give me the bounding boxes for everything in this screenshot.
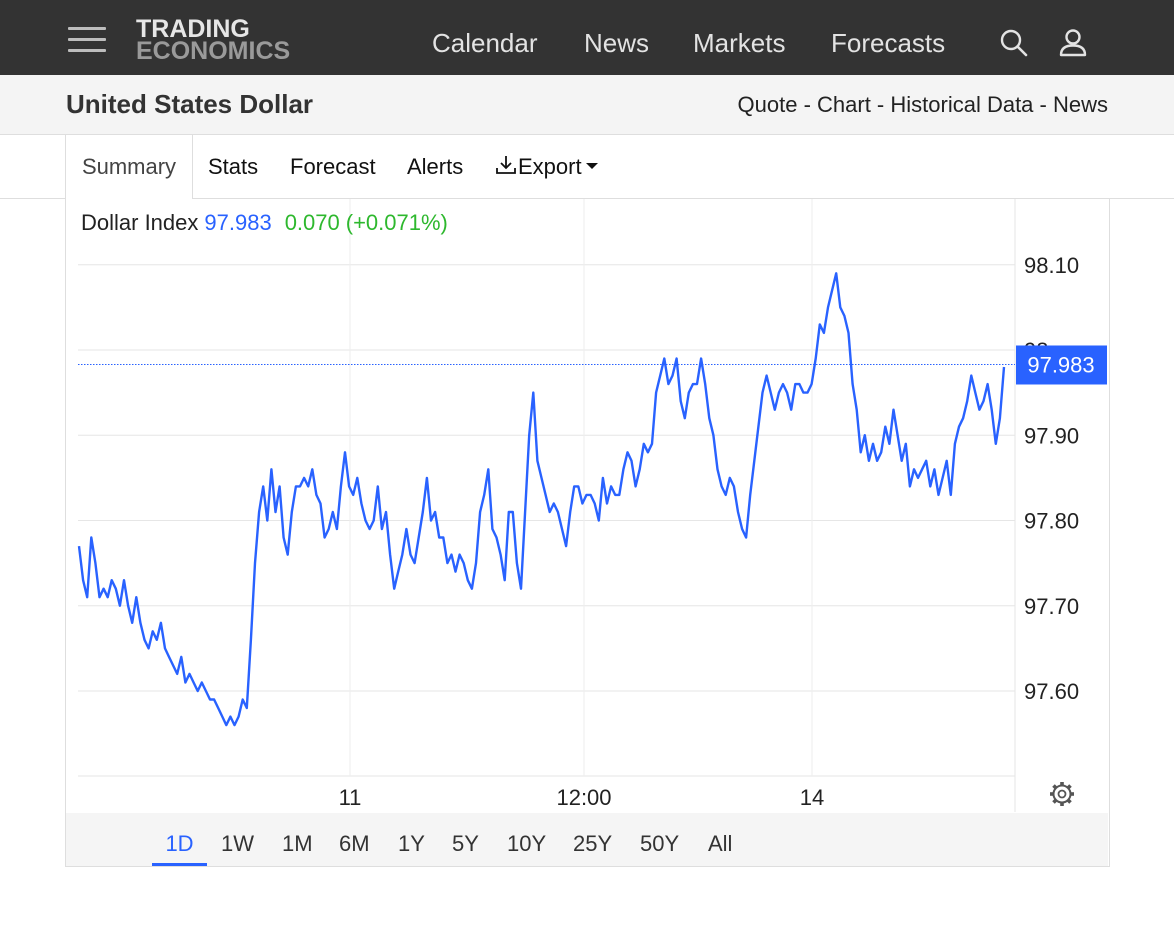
quote-legend: Dollar Index 97.983 0.070 (+0.071%) <box>81 210 448 235</box>
menu-icon[interactable] <box>68 24 106 54</box>
logo-line-1: TRADING <box>136 15 250 43</box>
gear-icon[interactable] <box>1050 782 1074 806</box>
legend-change-percent: (+0.071%) <box>346 210 448 235</box>
top-navigation-bar: TRADING ECONOMICS Calendar News Markets … <box>0 0 1174 75</box>
range-1d[interactable]: 1D <box>152 813 207 866</box>
download-icon <box>496 156 516 174</box>
range-1w[interactable]: 1W <box>221 831 254 856</box>
link-chart[interactable]: Chart <box>817 92 871 117</box>
export-label: Export <box>518 154 582 179</box>
breadcrumb-separator: - <box>797 92 818 117</box>
x-tick-label: 14 <box>800 785 824 810</box>
y-tick-label: 98.10 <box>1024 253 1079 278</box>
y-tick-label: 97.70 <box>1024 594 1079 619</box>
breadcrumb: Quote - Chart - Historical Data - News <box>738 92 1108 118</box>
tab-export[interactable]: Export <box>494 135 599 198</box>
range-1m[interactable]: 1M <box>282 831 313 856</box>
tab-summary[interactable]: Summary <box>65 135 193 199</box>
search-icon[interactable] <box>999 28 1029 63</box>
breadcrumb-separator: - <box>1033 92 1053 117</box>
series-line-dollar-index <box>77 272 1006 727</box>
current-value-badge: 97.983 <box>1016 345 1107 385</box>
range-selector: 1D 1W 1M 6M 1Y 5Y 10Y 25Y 50Y All <box>66 813 1108 866</box>
x-tick-label: 12:00 <box>556 785 611 810</box>
y-tick-label: 97.90 <box>1024 423 1079 448</box>
tab-stats[interactable]: Stats <box>208 154 259 179</box>
tab-alerts[interactable]: Alerts <box>407 154 464 179</box>
range-10y[interactable]: 10Y <box>507 831 547 856</box>
legend-series-name: Dollar Index <box>81 210 198 235</box>
tab-forecast[interactable]: Forecast <box>290 154 376 179</box>
x-axis: 11 12:00 14 <box>339 785 825 810</box>
link-quote[interactable]: Quote <box>737 92 798 117</box>
y-tick-label: 97.60 <box>1024 679 1079 704</box>
nav-markets[interactable]: Markets <box>693 28 786 58</box>
caret-down-icon <box>585 163 598 169</box>
chart-container <box>65 198 1110 867</box>
x-tick-label: 11 <box>339 785 362 810</box>
range-1y[interactable]: 1Y <box>398 831 425 856</box>
logo-line-2: ECONOMICS <box>136 37 291 65</box>
chart-grid <box>78 199 1016 812</box>
range-25y[interactable]: 25Y <box>573 831 613 856</box>
nav-forecasts[interactable]: Forecasts <box>831 28 946 58</box>
link-historical-data[interactable]: Historical Data <box>890 92 1034 117</box>
nav-calendar[interactable]: Calendar <box>432 28 538 58</box>
link-news[interactable]: News <box>1052 92 1108 117</box>
tab-bar: Summary Stats Forecast Alerts Export <box>0 135 1174 199</box>
range-5y[interactable]: 5Y <box>452 831 479 856</box>
page-title: United States Dollar <box>66 89 314 119</box>
y-tick-label: 97.80 <box>1024 509 1079 534</box>
current-value-label: 97.983 <box>1027 352 1094 377</box>
user-icon[interactable] <box>1059 28 1087 63</box>
site-logo[interactable]: TRADING ECONOMICS <box>136 15 291 65</box>
page-header: United States Dollar Quote - Chart - His… <box>0 75 1174 135</box>
nav-news[interactable]: News <box>584 28 650 58</box>
range-50y[interactable]: 50Y <box>640 831 680 856</box>
range-6m[interactable]: 6M <box>339 831 370 856</box>
legend-change: 0.070 <box>285 210 340 235</box>
breadcrumb-separator: - <box>870 92 891 117</box>
legend-price: 97.983 <box>204 210 271 235</box>
range-all[interactable]: All <box>708 831 733 856</box>
